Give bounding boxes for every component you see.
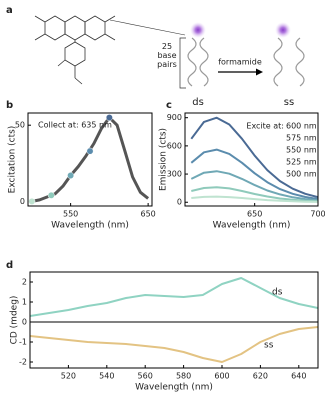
plot-frame <box>29 271 319 369</box>
legend-entry: 525 nm <box>286 158 317 167</box>
annotation: Collect at: 635 nm <box>38 121 112 130</box>
plot-frame <box>27 112 153 207</box>
panel-label: b <box>6 100 13 111</box>
x-tick-label: 640 <box>291 372 306 381</box>
y-tick-label: 300 <box>167 170 182 179</box>
panel-label: d <box>6 260 13 271</box>
x-tick-label: 540 <box>99 372 114 381</box>
marker <box>47 191 55 199</box>
x-axis-title: Wavelength (nm) <box>213 221 291 231</box>
series-line <box>30 326 318 363</box>
ds-helix <box>179 37 209 89</box>
marker <box>105 114 113 122</box>
x-tick-label: 600 <box>214 372 229 381</box>
ss-label: ss <box>284 97 294 108</box>
y-tick-label: 0 <box>20 197 25 206</box>
dye <box>190 22 206 38</box>
y-tick-label: -1 <box>19 338 27 347</box>
marker <box>28 197 36 205</box>
annotation: ds <box>272 288 283 298</box>
pairs-line: pairs <box>157 60 177 69</box>
pairs-line: 25 <box>162 42 172 51</box>
series-line <box>190 116 318 199</box>
molecule <box>34 15 186 85</box>
arrow-label: formamide <box>218 58 262 67</box>
x-tick-label: 520 <box>61 372 76 381</box>
x-axis-title: Wavelength (nm) <box>51 221 129 231</box>
y-tick-label: 1 <box>22 298 27 307</box>
y-tick-label: 50 <box>15 121 25 130</box>
y-tick-label: 900 <box>167 113 182 122</box>
series-line <box>190 148 318 200</box>
x-axis-title: Wavelength (nm) <box>135 383 213 393</box>
arrow-head <box>256 68 263 76</box>
y-tick-label: 600 <box>167 141 182 150</box>
series-line <box>190 170 318 202</box>
y-axis-title: Emission (cts) <box>159 128 169 191</box>
x-tick-label: 650 <box>140 210 155 219</box>
y-tick-label: 0 <box>177 198 182 207</box>
ss-helices <box>273 37 305 87</box>
y-axis-title: CD (mdeg) <box>10 296 20 345</box>
legend-entry: 575 nm <box>286 134 317 143</box>
series-line <box>31 116 150 203</box>
x-tick-label: 650 <box>247 210 262 219</box>
legend-entry: 500 nm <box>286 170 317 179</box>
plot-frame <box>184 112 319 207</box>
x-tick-label: 700 <box>310 210 325 219</box>
series-line <box>191 195 318 203</box>
y-tick-label: 2 <box>22 278 27 287</box>
series-line <box>191 186 318 203</box>
y-axis-title: Excitation (cts) <box>8 126 18 194</box>
marker <box>67 172 75 179</box>
dye <box>275 22 291 38</box>
series-line <box>30 277 318 317</box>
x-tick-label: 580 <box>176 372 191 381</box>
legend-entry: 600 nm <box>286 122 317 131</box>
annotation: ss <box>264 341 274 351</box>
y-tick-label: -2 <box>19 358 27 367</box>
x-tick-label: 550 <box>63 210 78 219</box>
pairs-line: base <box>157 51 176 60</box>
legend-title: Excite at: <box>246 122 284 131</box>
y-tick-label: 0 <box>22 318 27 327</box>
panel-label: c <box>166 100 172 111</box>
legend-entry: 550 nm <box>286 146 317 155</box>
x-tick-label: 620 <box>253 372 268 381</box>
pairs-label: 25 base pairs <box>157 42 177 69</box>
panel-label: a <box>6 5 13 16</box>
x-tick-label: 560 <box>138 372 153 381</box>
ds-label: ds <box>192 97 204 108</box>
marker <box>86 147 94 155</box>
